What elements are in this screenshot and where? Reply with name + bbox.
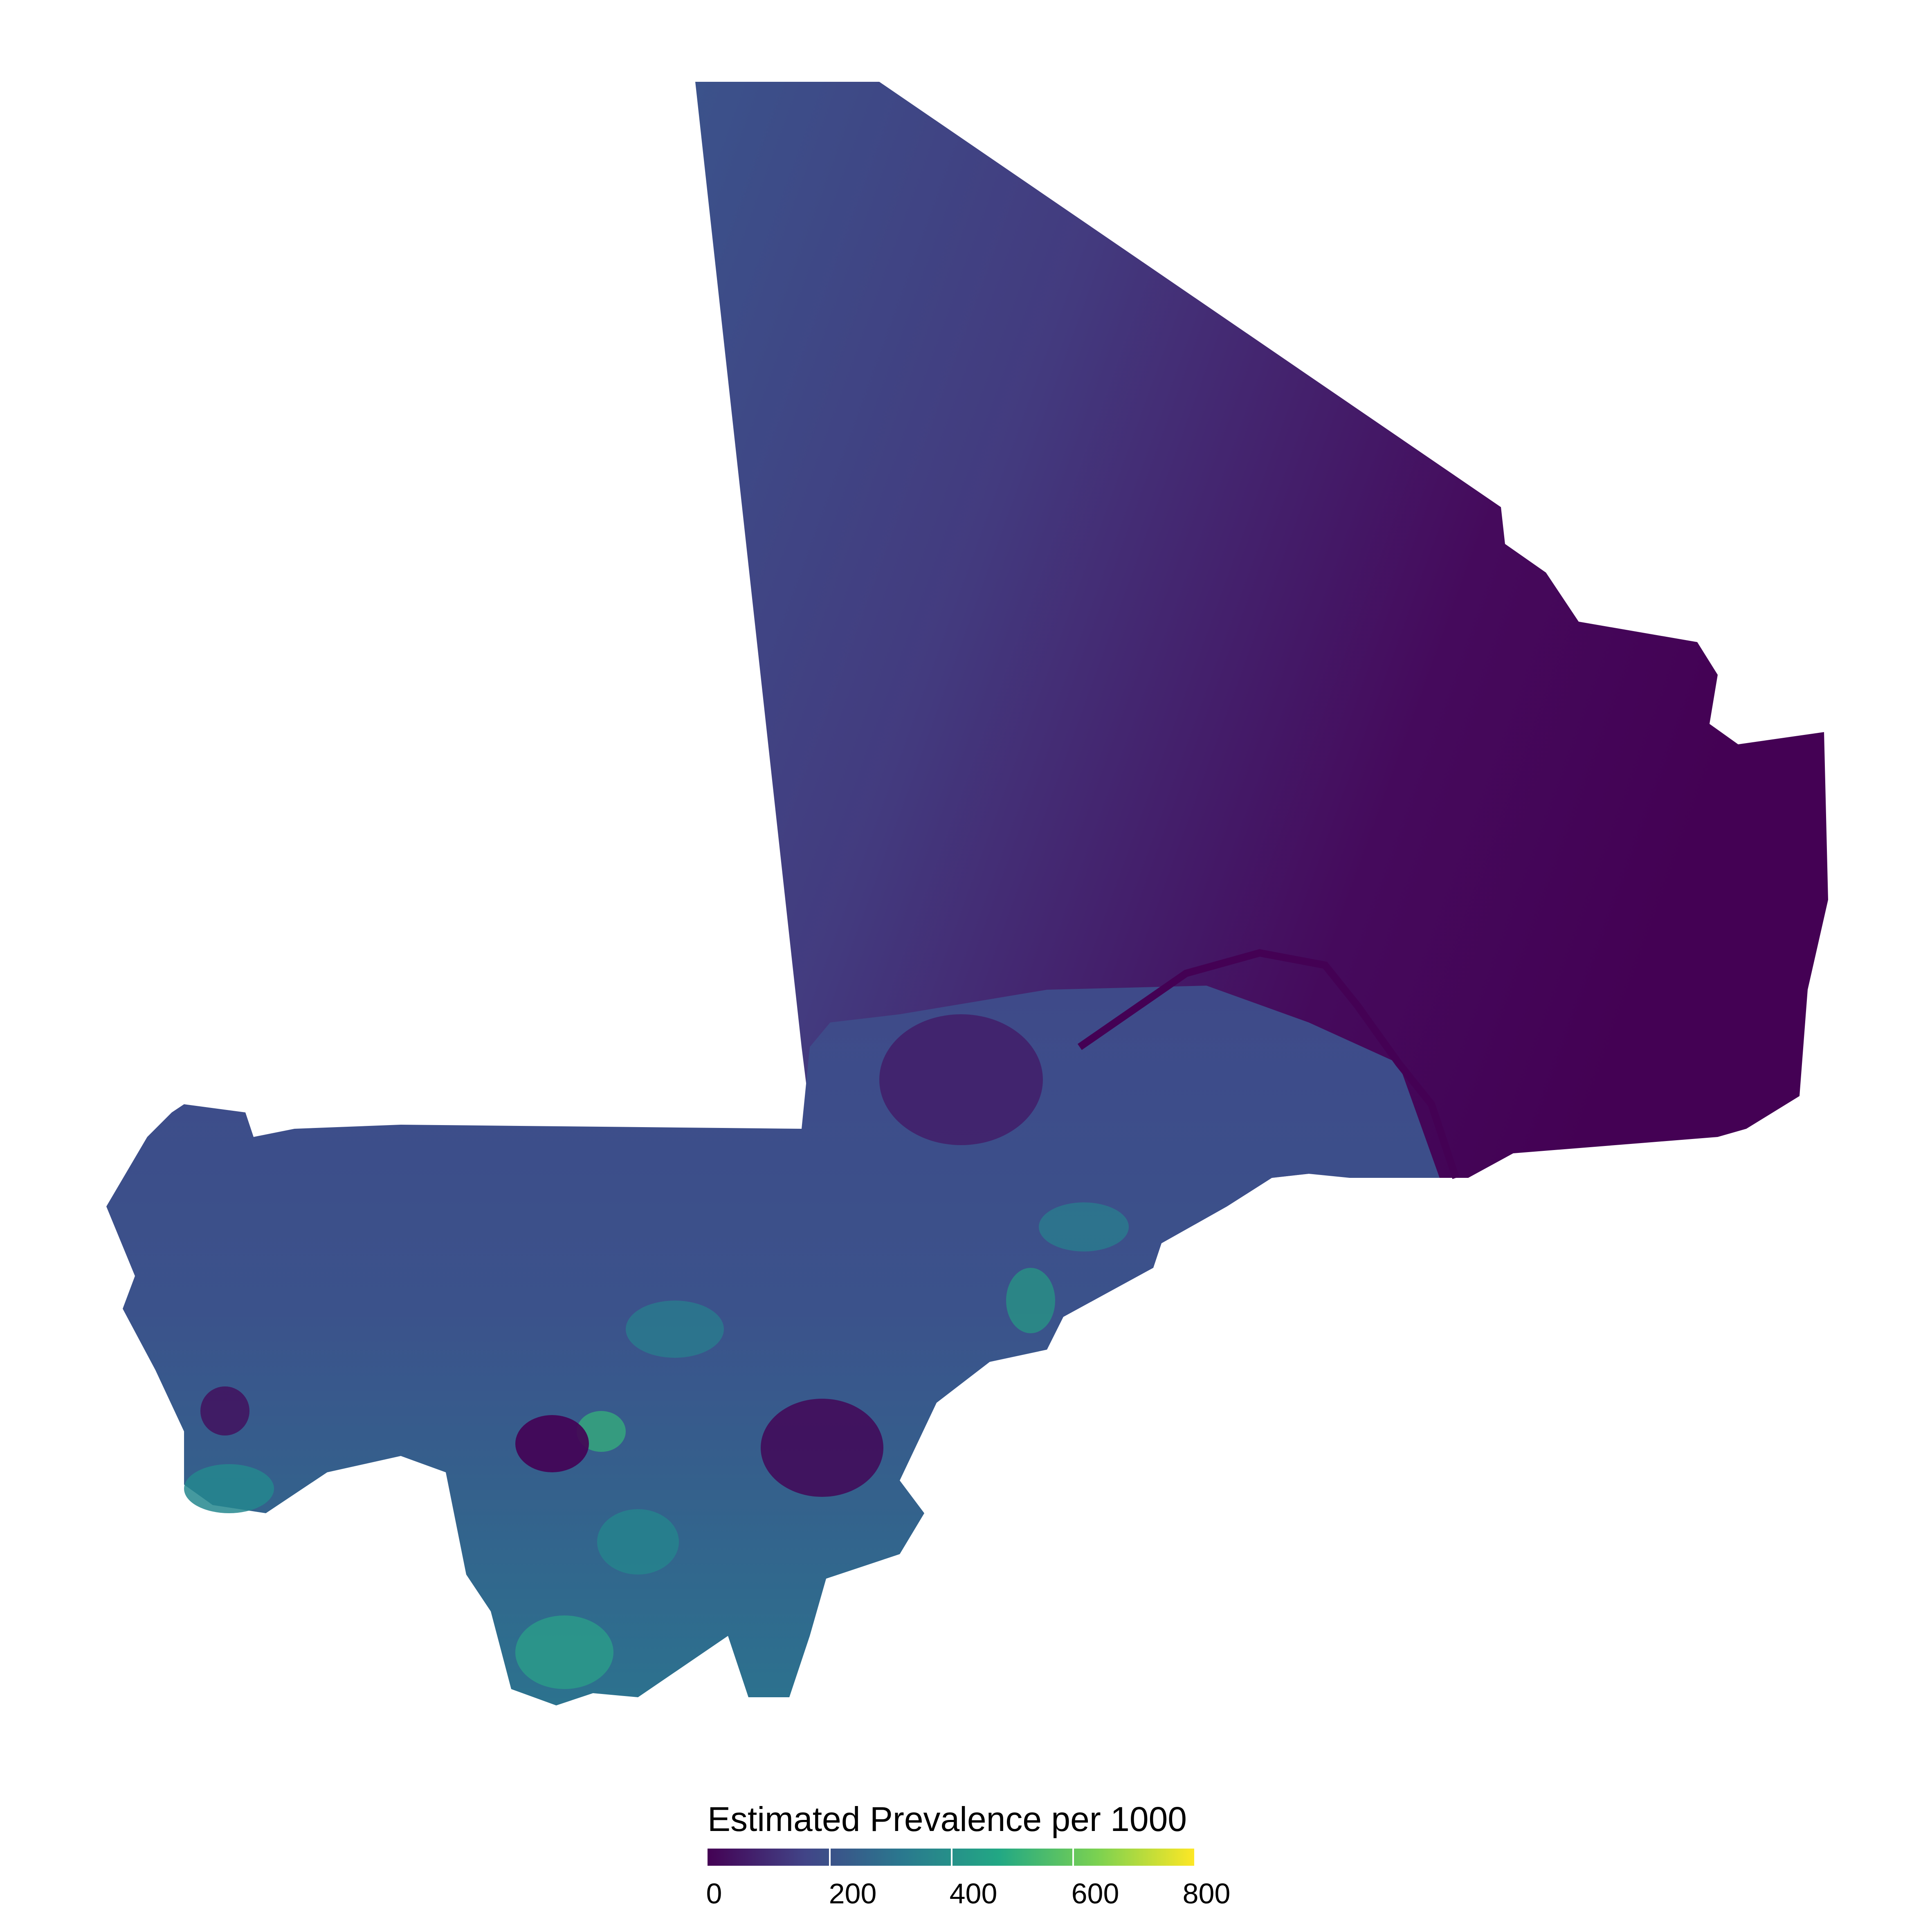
- hotspot-southwest: [184, 1464, 274, 1513]
- lowspot-bamako: [515, 1415, 589, 1472]
- hotspot-south-b: [597, 1509, 679, 1575]
- legend-tick-label: 200: [829, 1878, 877, 1910]
- legend: Estimated Prevalence per 1000 0 200 400 …: [695, 1799, 1268, 1922]
- river-line: [1077, 949, 1460, 1179]
- hotspot-east-a: [1039, 1202, 1129, 1251]
- lowspot-west: [200, 1386, 249, 1436]
- legend-title: Estimated Prevalence per 1000: [708, 1800, 1187, 1838]
- legend-tick-label: 600: [1071, 1878, 1119, 1910]
- map-region-south: [106, 986, 1440, 1705]
- hotspot-east-b: [1006, 1268, 1055, 1333]
- legend-tick-label: 400: [949, 1878, 997, 1910]
- map-region-north: [695, 82, 1828, 1178]
- legend-tick-mark: [951, 1849, 953, 1866]
- hotspot-south-a: [515, 1615, 613, 1689]
- lowspot-east: [761, 1399, 883, 1497]
- legend-tick-label: 800: [1182, 1878, 1231, 1910]
- hotspot-central-a: [577, 1411, 626, 1452]
- legend-tick-label: 0: [706, 1878, 722, 1910]
- lowspot-north-central: [879, 1014, 1043, 1145]
- hotspot-central-b: [626, 1301, 724, 1358]
- legend-tick-mark: [829, 1849, 831, 1866]
- legend-tick-mark: [1072, 1849, 1074, 1866]
